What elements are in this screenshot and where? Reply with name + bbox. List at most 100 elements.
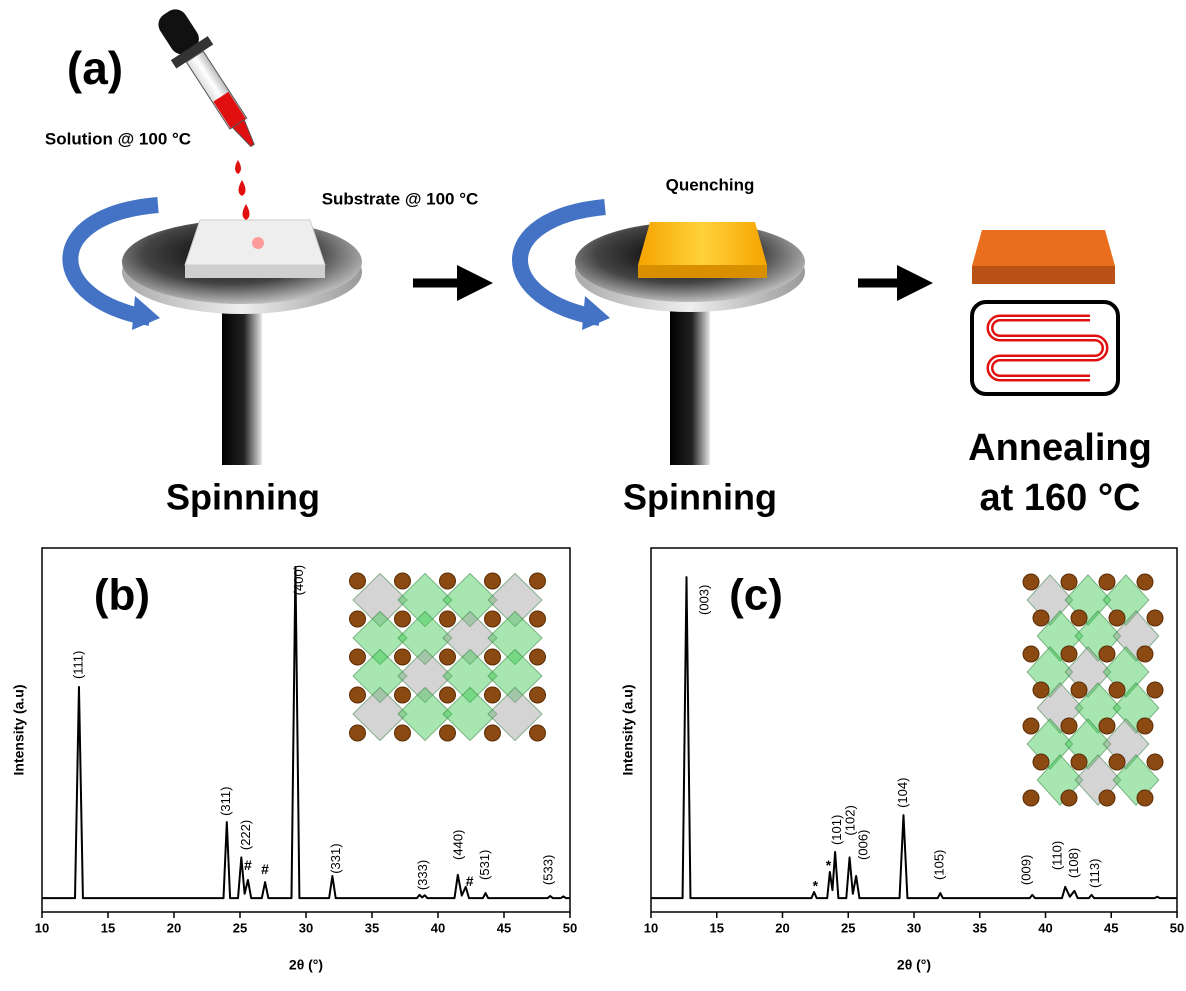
annealed-film-edge xyxy=(972,266,1115,284)
atom xyxy=(1099,718,1115,734)
atom xyxy=(530,611,546,627)
atom xyxy=(395,611,411,627)
x-tick-label: 30 xyxy=(299,920,313,935)
panel-label: (a) xyxy=(67,42,123,94)
step-label: Spinning xyxy=(166,477,320,518)
atom xyxy=(1099,790,1115,806)
peak-label: (009) xyxy=(1019,855,1034,885)
peak-label: (113) xyxy=(1087,859,1102,888)
y-axis-label: Intensity (a.u) xyxy=(11,684,27,775)
atom xyxy=(440,725,456,741)
atom xyxy=(1137,718,1153,734)
x-tick-label: 15 xyxy=(710,920,724,935)
annealed-film xyxy=(972,230,1115,266)
diagram-a: (a) Solution @ 100 °C Substrate @ 100 °C… xyxy=(45,1,1152,519)
pillar xyxy=(222,300,262,465)
atom xyxy=(1061,718,1077,734)
atom xyxy=(1071,682,1087,698)
structure-inset xyxy=(350,573,546,741)
note: Solution @ 100 °C xyxy=(45,129,191,148)
atom xyxy=(1137,646,1153,662)
y-axis-label: Intensity (a.u) xyxy=(620,684,636,775)
atom xyxy=(1033,754,1049,770)
peak-label: (105) xyxy=(932,850,947,880)
x-tick-label: 15 xyxy=(101,920,115,935)
atom xyxy=(1147,682,1163,698)
peak-label: (108) xyxy=(1066,848,1081,878)
atom xyxy=(1023,574,1039,590)
peak-label: (104) xyxy=(895,778,910,808)
atom xyxy=(440,573,456,589)
x-tick-label: 50 xyxy=(563,920,577,935)
atom xyxy=(485,649,501,665)
peak-marker: # xyxy=(466,873,474,889)
atom xyxy=(1137,790,1153,806)
pillar xyxy=(670,300,710,465)
x-tick-label: 45 xyxy=(1104,920,1118,935)
x-tick-label: 30 xyxy=(907,920,921,935)
atom xyxy=(485,725,501,741)
x-tick-label: 35 xyxy=(365,920,379,935)
peak-label: (110) xyxy=(1049,841,1064,870)
peak-label: (006) xyxy=(855,830,870,860)
atom xyxy=(1033,682,1049,698)
atom xyxy=(1137,574,1153,590)
atom xyxy=(1061,646,1077,662)
atom xyxy=(1071,754,1087,770)
atom xyxy=(1023,718,1039,734)
figure: (a) Solution @ 100 °C Substrate @ 100 °C… xyxy=(0,0,1186,991)
panel-label: (b) xyxy=(94,571,150,620)
peak-marker: * xyxy=(826,857,832,873)
x-tick-label: 10 xyxy=(35,920,49,935)
atom xyxy=(1061,574,1077,590)
panel-label: (c) xyxy=(729,571,783,620)
x-tick-label: 25 xyxy=(233,920,247,935)
atom xyxy=(1099,646,1115,662)
atom xyxy=(1071,610,1087,626)
step-label: Annealing xyxy=(968,427,1152,469)
atom xyxy=(1023,790,1039,806)
atom xyxy=(485,573,501,589)
atom xyxy=(1099,574,1115,590)
peak-label: (111) xyxy=(70,651,85,679)
atom xyxy=(1109,682,1125,698)
x-tick-label: 45 xyxy=(497,920,511,935)
structure-inset xyxy=(1023,574,1163,806)
atom xyxy=(395,725,411,741)
x-tick-label: 35 xyxy=(973,920,987,935)
atom xyxy=(530,687,546,703)
atom xyxy=(350,687,366,703)
atom xyxy=(530,573,546,589)
atom xyxy=(395,649,411,665)
peak-label: (531) xyxy=(477,850,492,880)
x-tick-label: 50 xyxy=(1170,920,1184,935)
atom xyxy=(1109,754,1125,770)
peak-marker: # xyxy=(244,857,252,873)
x-axis-label: 2θ (°) xyxy=(289,957,323,973)
atom xyxy=(1147,754,1163,770)
peak-label: (331) xyxy=(328,843,343,873)
peak-label: (440) xyxy=(451,830,466,860)
film-edge xyxy=(638,265,767,278)
x-tick-label: 40 xyxy=(1038,920,1052,935)
atom xyxy=(350,725,366,741)
peak-label: (311) xyxy=(218,787,233,816)
peak-label: (333) xyxy=(415,860,430,890)
atom xyxy=(350,573,366,589)
atom xyxy=(485,687,501,703)
atom xyxy=(530,649,546,665)
atom xyxy=(440,649,456,665)
atom xyxy=(530,725,546,741)
x-tick-label: 20 xyxy=(775,920,789,935)
note: Quenching xyxy=(666,175,755,194)
atom xyxy=(1023,646,1039,662)
peak-label: (222) xyxy=(238,820,253,850)
x-tick-label: 20 xyxy=(167,920,181,935)
atom xyxy=(350,649,366,665)
atom xyxy=(350,611,366,627)
substrate-edge xyxy=(185,265,325,278)
atom xyxy=(440,687,456,703)
atom xyxy=(1147,610,1163,626)
x-tick-label: 40 xyxy=(431,920,445,935)
step-label: at 160 °C xyxy=(980,477,1141,519)
